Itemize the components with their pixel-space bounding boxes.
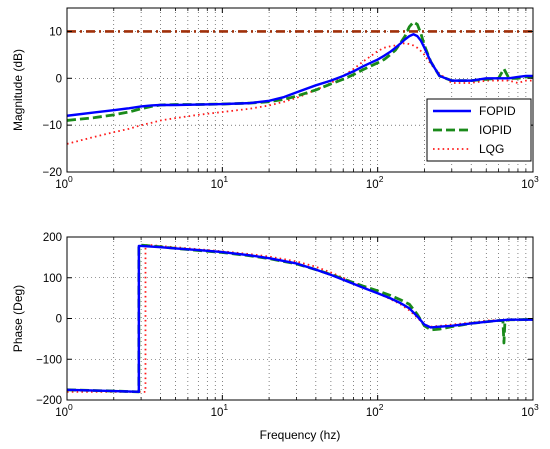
legend-label-iopid: IOPID	[479, 123, 512, 137]
x-tick-label: 100	[55, 174, 73, 191]
x-tick-label: 102	[366, 402, 384, 419]
x-tick-label: 103	[521, 174, 539, 191]
legend-label-lqg: LQG	[479, 142, 504, 156]
y-tick-label: −20	[42, 167, 62, 179]
x-tick-label: 101	[211, 174, 229, 191]
y-axis-label: Magnitude (dB)	[11, 49, 25, 131]
y-tick-label: 100	[43, 273, 62, 285]
y-axis-label: Phase (Deg)	[11, 285, 25, 352]
y-tick-label: −100	[36, 354, 62, 366]
y-tick-label: −200	[36, 395, 62, 407]
x-tick-label: 101	[211, 402, 229, 419]
axes-box	[66, 7, 534, 173]
y-tick-label: 10	[49, 26, 62, 38]
y-tick-label: 200	[43, 232, 62, 244]
y-tick-label: 0	[56, 73, 62, 85]
phase-plot: 100 101 102 103 −200 −100 0 100 200 Phase (Deg) Fr…	[11, 232, 539, 442]
magnitude-plot: 100 101 102 103 −20 −10 0 10 Magnitude (dB) FOPID…	[11, 7, 539, 191]
series-line-fopid	[67, 244, 533, 394]
x-tick-label: 100	[55, 402, 73, 419]
x-tick-label: 102	[366, 174, 384, 191]
legend-label-fopid: FOPID	[479, 104, 516, 118]
x-tick-label: 103	[521, 402, 539, 419]
series-line-lqg	[67, 244, 533, 393]
legend-box	[426, 98, 532, 162]
series-line-lqg	[67, 42, 533, 145]
x-axis-label: Frequency (hz)	[260, 428, 341, 442]
y-tick-label: −10	[42, 120, 62, 132]
legend: FOPID IOPID LQG	[426, 98, 532, 162]
series-line-fopid	[67, 33, 533, 117]
y-tick-label: 0	[56, 314, 62, 326]
